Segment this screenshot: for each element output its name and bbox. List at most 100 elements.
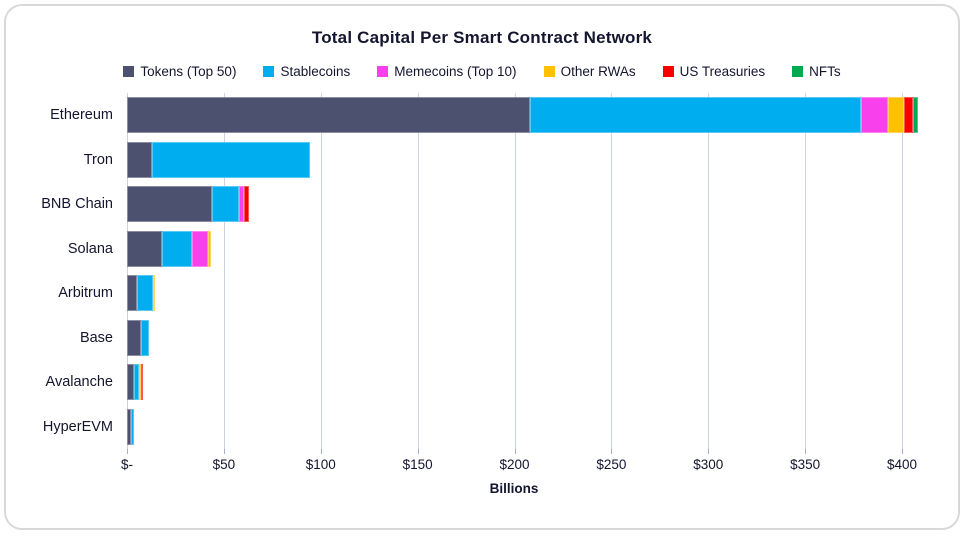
bar-segment-nfts xyxy=(912,97,918,134)
y-axis-label: Tron xyxy=(83,151,113,168)
x-tick-label: $350 xyxy=(790,457,821,472)
bar-segment-tokens-top-50 xyxy=(127,186,213,223)
bar-segment-stablecoins xyxy=(212,186,240,223)
chart-row-solana: Solana xyxy=(6,227,958,272)
legend-swatch-other-rwas xyxy=(543,66,555,77)
legend-item-us-treasuries: US Treasuries xyxy=(662,64,766,79)
tick-mark xyxy=(805,449,807,454)
legend-swatch-nfts xyxy=(792,66,804,77)
legend-item-other-rwas: Other RWAs xyxy=(543,64,636,79)
bar-segment-other-rwas xyxy=(153,275,156,312)
legend-label: Tokens (Top 50) xyxy=(140,64,237,79)
bar-segment-us-treasuries xyxy=(903,97,913,134)
legend-item-tokens: Tokens (Top 50) xyxy=(123,64,236,79)
chart-title: Total Capital Per Smart Contract Network xyxy=(311,28,653,47)
gridline xyxy=(127,93,128,449)
gridline-layer xyxy=(127,93,937,449)
tick-mark xyxy=(902,449,903,454)
y-axis-label: Base xyxy=(79,329,113,346)
legend-swatch-tokens xyxy=(123,66,135,77)
bar-track xyxy=(127,364,958,401)
bar-segment-other-rwas xyxy=(138,364,141,401)
bar-rows: Ethereum Tron BNB Chain Solana Arbitrum Base A… xyxy=(6,93,958,449)
legend-item-nfts: NFTs xyxy=(792,64,841,79)
bar-segment-stablecoins xyxy=(152,141,311,178)
gridline xyxy=(708,93,710,449)
bar-segment-stablecoins xyxy=(133,364,139,401)
bar-track xyxy=(127,186,958,223)
gridline xyxy=(417,93,419,449)
bar-track xyxy=(127,408,958,445)
chart-row-hyperevm: HyperEVM xyxy=(6,405,958,450)
tick-mark xyxy=(708,449,710,454)
bar-segment-other-rwas xyxy=(888,97,904,134)
x-axis-title: Billions xyxy=(489,481,539,496)
bar-segment-memecoins-top-10 xyxy=(191,230,209,267)
chart-row-avalanche: Avalanche xyxy=(6,360,958,405)
tick-mark xyxy=(127,449,128,454)
bar-segment-memecoins-top-10 xyxy=(861,97,889,134)
tick-mark xyxy=(223,449,225,454)
gridline xyxy=(902,93,903,449)
legend-label: US Treasuries xyxy=(679,64,766,79)
chart-row-bnb-chain: BNB Chain xyxy=(6,182,958,227)
tick-mark xyxy=(320,449,322,454)
chart-card: Total Capital Per Smart Contract Network… xyxy=(4,4,960,530)
gridline xyxy=(320,93,322,449)
chart-row-tron: Tron xyxy=(6,138,958,183)
bar-chart: Ethereum Tron BNB Chain Solana Arbitrum Base A… xyxy=(6,93,958,505)
legend-label: NFTs xyxy=(809,64,841,79)
bar-segment-stablecoins xyxy=(161,230,192,267)
bar-track xyxy=(127,141,958,178)
x-tick-label: $200 xyxy=(499,457,530,472)
bar-segment-other-rwas xyxy=(208,230,212,267)
legend-label: Memecoins (Top 10) xyxy=(394,64,517,79)
y-axis-label: Avalanche xyxy=(45,374,113,391)
x-tick-label: $- xyxy=(120,457,134,472)
x-tick-label: $100 xyxy=(305,457,336,472)
bar-segment-memecoins-top-10 xyxy=(239,186,245,223)
y-axis-label: Arbitrum xyxy=(58,285,113,302)
bar-segment-tokens-top-50 xyxy=(127,97,530,134)
bar-segment-tokens-top-50 xyxy=(127,141,153,178)
legend: Tokens (Top 50) Stablecoins Memecoins (T… xyxy=(6,64,958,79)
chart-row-arbitrum: Arbitrum xyxy=(6,271,958,316)
y-axis-label: BNB Chain xyxy=(41,196,113,213)
legend-swatch-us-treasuries xyxy=(662,66,674,77)
x-axis: $- $50 $100 $150 $200 $250 $300 $350 $400 xyxy=(121,449,958,483)
legend-label: Other RWAs xyxy=(560,64,636,79)
tick-mark xyxy=(611,449,613,454)
chart-row-ethereum: Ethereum xyxy=(6,93,958,138)
x-tick-label: $400 xyxy=(886,457,918,472)
chart-row-base: Base xyxy=(6,316,958,361)
tick-mark xyxy=(417,449,419,454)
legend-swatch-stablecoins xyxy=(263,66,275,77)
bar-segment-tokens-top-50 xyxy=(127,275,137,312)
bar-segment-stablecoins xyxy=(130,408,134,445)
bar-track xyxy=(127,275,958,312)
legend-item-stablecoins: Stablecoins xyxy=(263,64,350,79)
bar-segment-stablecoins xyxy=(136,275,154,312)
y-axis-label: Ethereum xyxy=(50,107,113,124)
bar-segment-us-treasuries xyxy=(244,186,250,223)
legend-label: Stablecoins xyxy=(280,64,351,79)
gridline xyxy=(805,93,807,449)
bar-track xyxy=(127,230,958,267)
bar-track xyxy=(127,97,958,134)
bar-segment-tokens-top-50 xyxy=(127,364,134,401)
bar-segment-stablecoins xyxy=(140,319,150,356)
y-axis-label: Solana xyxy=(67,240,113,257)
gridline xyxy=(611,93,613,449)
bar-segment-tokens-top-50 xyxy=(127,408,131,445)
bar-segment-tokens-top-50 xyxy=(127,230,162,267)
legend-item-memecoins: Memecoins (Top 10) xyxy=(377,64,517,79)
bar-segment-tokens-top-50 xyxy=(127,319,141,356)
x-tick-label: $50 xyxy=(212,457,236,472)
tick-mark xyxy=(514,449,516,454)
bar-track xyxy=(127,319,958,356)
x-tick-label: $150 xyxy=(402,457,433,472)
gridline xyxy=(223,93,225,449)
x-tick-label: $300 xyxy=(693,457,724,472)
gridline xyxy=(514,93,516,449)
legend-swatch-memecoins xyxy=(377,66,389,77)
